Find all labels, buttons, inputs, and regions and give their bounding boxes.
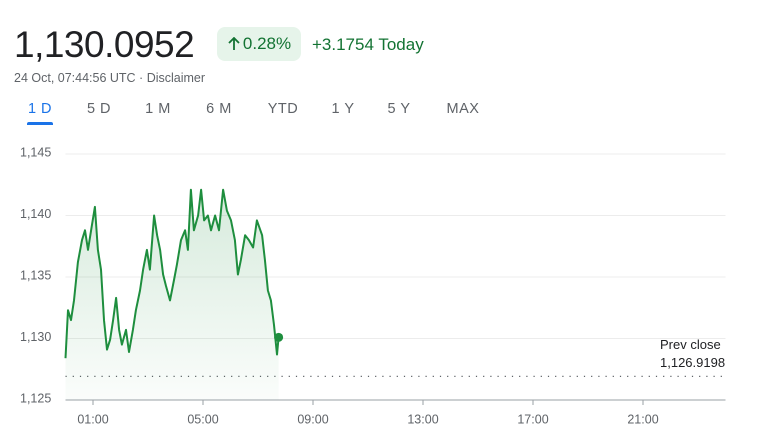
range-tab[interactable]: 1 M <box>145 101 171 117</box>
range-tab[interactable]: 5 D <box>86 101 112 117</box>
active-underline <box>27 122 53 125</box>
range-tab[interactable]: 1 D <box>27 101 53 117</box>
price: 1,130.0952 <box>14 24 195 65</box>
up-arrow <box>228 37 240 50</box>
change-today: +3.1754 Today <box>312 35 424 54</box>
y-tick-label: 1,140 <box>20 207 51 221</box>
prev-close-label: Prev close <box>660 337 721 352</box>
range-tab[interactable]: 5 Y <box>387 101 411 117</box>
x-tick-label: 21:00 <box>627 412 658 426</box>
range-tab[interactable]: MAX <box>446 101 480 117</box>
change-badge: 0.28% <box>217 27 301 61</box>
x-tick-label: 01:00 <box>77 412 108 426</box>
prev-close-value: 1,126.9198 <box>660 355 725 370</box>
range-tab[interactable]: YTD <box>267 101 299 117</box>
y-tick-label: 1,125 <box>20 391 51 405</box>
current-dot <box>274 332 284 342</box>
price-line <box>64 188 280 359</box>
x-tick-label: 05:00 <box>187 412 218 426</box>
range-tab[interactable]: 6 M <box>206 101 232 117</box>
y-tick-label: 1,145 <box>20 145 51 159</box>
x-tick-label: 17:00 <box>517 412 548 426</box>
x-tick-label: 09:00 <box>297 412 328 426</box>
y-tick-label: 1,135 <box>20 268 51 282</box>
range-tab[interactable]: 1 Y <box>331 101 355 117</box>
y-tick-label: 1,130 <box>20 330 51 344</box>
timestamp: 24 Oct, 07:44:56 UTC · Disclaimer <box>14 71 206 85</box>
x-tick-label: 13:00 <box>407 412 438 426</box>
change-percent: 0.28% <box>242 34 292 53</box>
